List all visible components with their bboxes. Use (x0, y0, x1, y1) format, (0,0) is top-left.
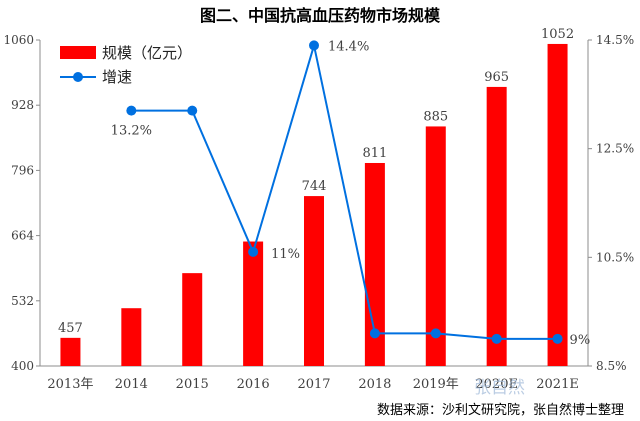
legend-bar-swatch (60, 46, 96, 59)
bar (425, 126, 446, 366)
x-axis-tick-label: 2013年 (47, 377, 93, 392)
growth-point (369, 328, 380, 339)
bar-value-label: 744 (302, 179, 327, 194)
x-axis-tick-label: 2015 (176, 377, 209, 392)
growth-point (309, 40, 319, 51)
left-axis-tick-label: 1060 (3, 33, 34, 47)
left-axis-tick-label: 796 (11, 163, 34, 177)
bar-value-label: 885 (423, 109, 448, 124)
bar (486, 86, 507, 366)
bar (243, 241, 264, 366)
left-axis-tick-label: 664 (11, 229, 34, 243)
bar (121, 308, 142, 366)
legend-line-marker (73, 72, 83, 82)
x-axis-tick-label: 2021E (536, 377, 579, 392)
growth-point (430, 328, 441, 339)
growth-line (131, 45, 558, 340)
bar-value-label: 1052 (541, 27, 574, 42)
bar-value-label: 965 (484, 70, 509, 85)
growth-value-label: 9% (570, 333, 591, 348)
x-axis-tick-label: 2016 (237, 377, 270, 392)
left-axis-tick-label: 400 (11, 359, 34, 373)
x-axis-tick-label: 2014 (115, 377, 148, 392)
right-axis-tick-label: 10.5% (596, 250, 634, 264)
growth-value-label: 11% (271, 247, 300, 262)
chart-title: 图二、中国抗高血压药物市场规模 (199, 6, 440, 25)
bar-value-label: 457 (58, 321, 83, 336)
bar (304, 196, 324, 366)
growth-value-label: 14.4% (328, 39, 369, 54)
right-axis-tick-label: 14.5% (596, 33, 634, 47)
bar (182, 273, 203, 366)
left-axis-tick-label: 928 (11, 98, 34, 112)
bar (364, 162, 385, 366)
x-axis-tick-label: 2020E (475, 377, 518, 392)
growth-point (126, 105, 137, 116)
x-axis-tick-label: 2017 (297, 377, 330, 392)
growth-value-label: 13.2% (111, 124, 152, 139)
watermark-text: 张自然 (474, 378, 525, 398)
growth-point (491, 333, 502, 344)
growth-point (187, 105, 198, 116)
legend-bar-label: 规模（亿元） (102, 44, 192, 62)
bar (60, 337, 81, 366)
legend-line-label: 增速 (102, 68, 132, 86)
bar-value-label: 811 (362, 146, 387, 161)
growth-point (552, 333, 563, 344)
left-axis-tick-label: 532 (11, 294, 34, 308)
right-axis-tick-label: 8.5% (596, 359, 627, 373)
x-axis-tick-label: 2018 (358, 377, 391, 392)
x-axis-tick-label: 2019年 (413, 377, 459, 392)
bar (547, 43, 568, 367)
source-note: 数据来源：沙利文研究院，张自然博士整理 (376, 403, 624, 418)
growth-point (248, 246, 259, 257)
right-axis-tick-label: 12.5% (596, 142, 634, 156)
